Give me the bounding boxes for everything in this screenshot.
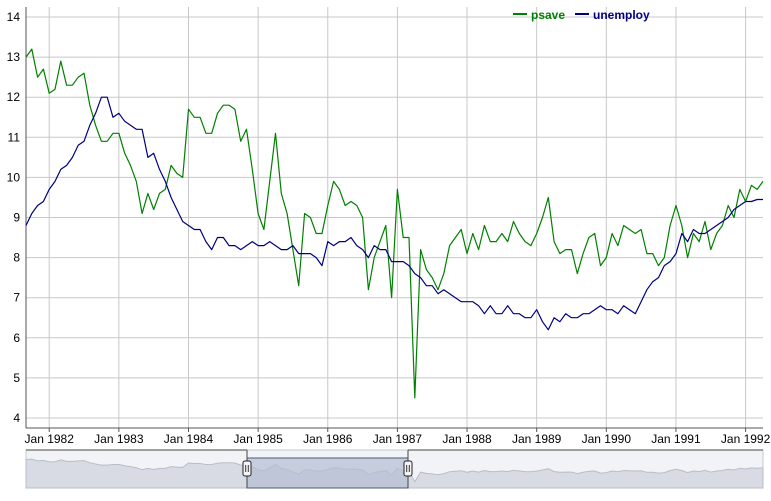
navigator-right-handle[interactable] xyxy=(403,460,413,477)
y-tick-label: 12 xyxy=(7,90,21,104)
series-lines xyxy=(25,48,764,399)
y-tick-label: 8 xyxy=(13,251,20,265)
x-tick-label: Jan 1990 xyxy=(582,432,632,446)
navigator-left-handle[interactable] xyxy=(242,460,252,477)
x-tick-label: Jan 1982 xyxy=(25,432,75,446)
navigator-selection[interactable] xyxy=(246,457,409,489)
x-tick-label: Jan 1985 xyxy=(233,432,283,446)
series-line-psave xyxy=(25,48,764,399)
y-tick-label: 7 xyxy=(13,291,20,305)
x-tick-label: Jan 1986 xyxy=(303,432,353,446)
range-navigator[interactable] xyxy=(25,449,764,489)
x-tick-labels: Jan 1982 Jan 1983 Jan 1984 Jan 1985 Jan 1986… xyxy=(25,432,771,446)
y-tick-label: 13 xyxy=(7,50,21,64)
x-tick-label: Jan 1992 xyxy=(721,432,771,446)
y-tick-labels: 4 5 6 7 8 9 10 11 12 13 14 xyxy=(7,10,21,425)
x-tick-label: Jan 1984 xyxy=(164,432,214,446)
y-tick-label: 6 xyxy=(13,331,20,345)
legend-label-psave[interactable]: psave xyxy=(531,8,565,22)
y-tick-label: 14 xyxy=(7,10,21,24)
y-tick-label: 4 xyxy=(13,411,20,425)
x-tick-label: Jan 1991 xyxy=(651,432,701,446)
y-tick-label: 11 xyxy=(8,130,21,144)
x-tick-label: Jan 1988 xyxy=(442,432,492,446)
legend-label-unemploy[interactable]: unemploy xyxy=(593,8,650,22)
series-line-unemploy xyxy=(25,96,763,331)
grid-lines xyxy=(26,7,763,428)
y-tick-label: 5 xyxy=(13,371,20,385)
legend[interactable]: psave unemploy xyxy=(513,8,650,22)
x-tick-label: Jan 1987 xyxy=(373,432,423,446)
x-tick-label: Jan 1989 xyxy=(512,432,562,446)
y-tick-label: 10 xyxy=(7,170,21,184)
y-tick-label: 9 xyxy=(13,211,20,225)
x-tick-label: Jan 1983 xyxy=(94,432,144,446)
axes xyxy=(25,7,763,432)
